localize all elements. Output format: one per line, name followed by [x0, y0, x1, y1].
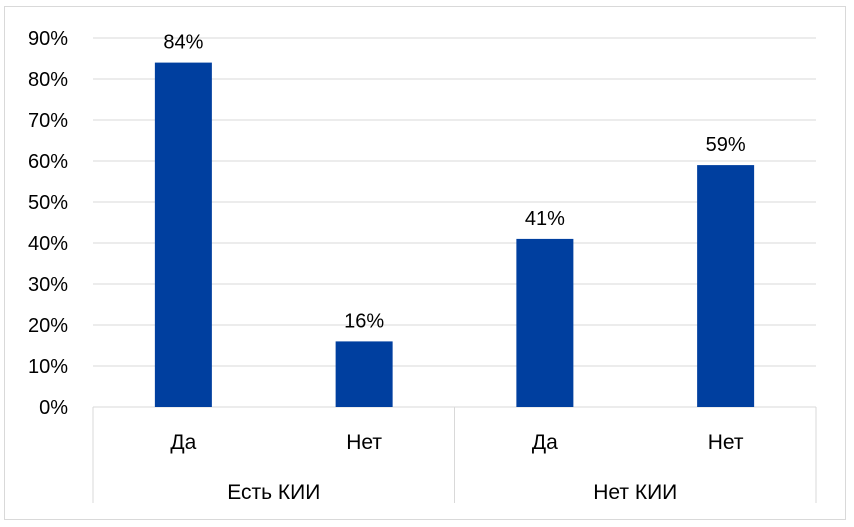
data-label: 16%: [344, 310, 384, 332]
bar: [335, 341, 393, 407]
data-label: 59%: [706, 134, 746, 156]
group-label: Нет КИИ: [593, 481, 677, 504]
bar: [154, 62, 212, 407]
category-label: Да: [532, 431, 558, 454]
bar: [516, 238, 574, 407]
y-tick-label: 60%: [28, 151, 68, 173]
category-label: Да: [170, 431, 196, 454]
y-tick-label: 20%: [28, 315, 68, 337]
group-label: Есть КИИ: [227, 481, 320, 504]
y-tick-label: 0%: [39, 397, 68, 419]
y-tick-label: 10%: [28, 356, 68, 378]
y-tick-label: 50%: [28, 192, 68, 214]
y-tick-label: 40%: [28, 233, 68, 255]
y-tick-label: 90%: [28, 28, 68, 50]
data-label: 41%: [525, 208, 565, 230]
data-label: 84%: [163, 32, 203, 54]
bar: [697, 165, 755, 407]
y-tick-label: 30%: [28, 274, 68, 296]
y-tick-label: 80%: [28, 69, 68, 91]
category-label: Нет: [708, 431, 744, 454]
category-label: Нет: [346, 431, 382, 454]
y-tick-label: 70%: [28, 110, 68, 132]
